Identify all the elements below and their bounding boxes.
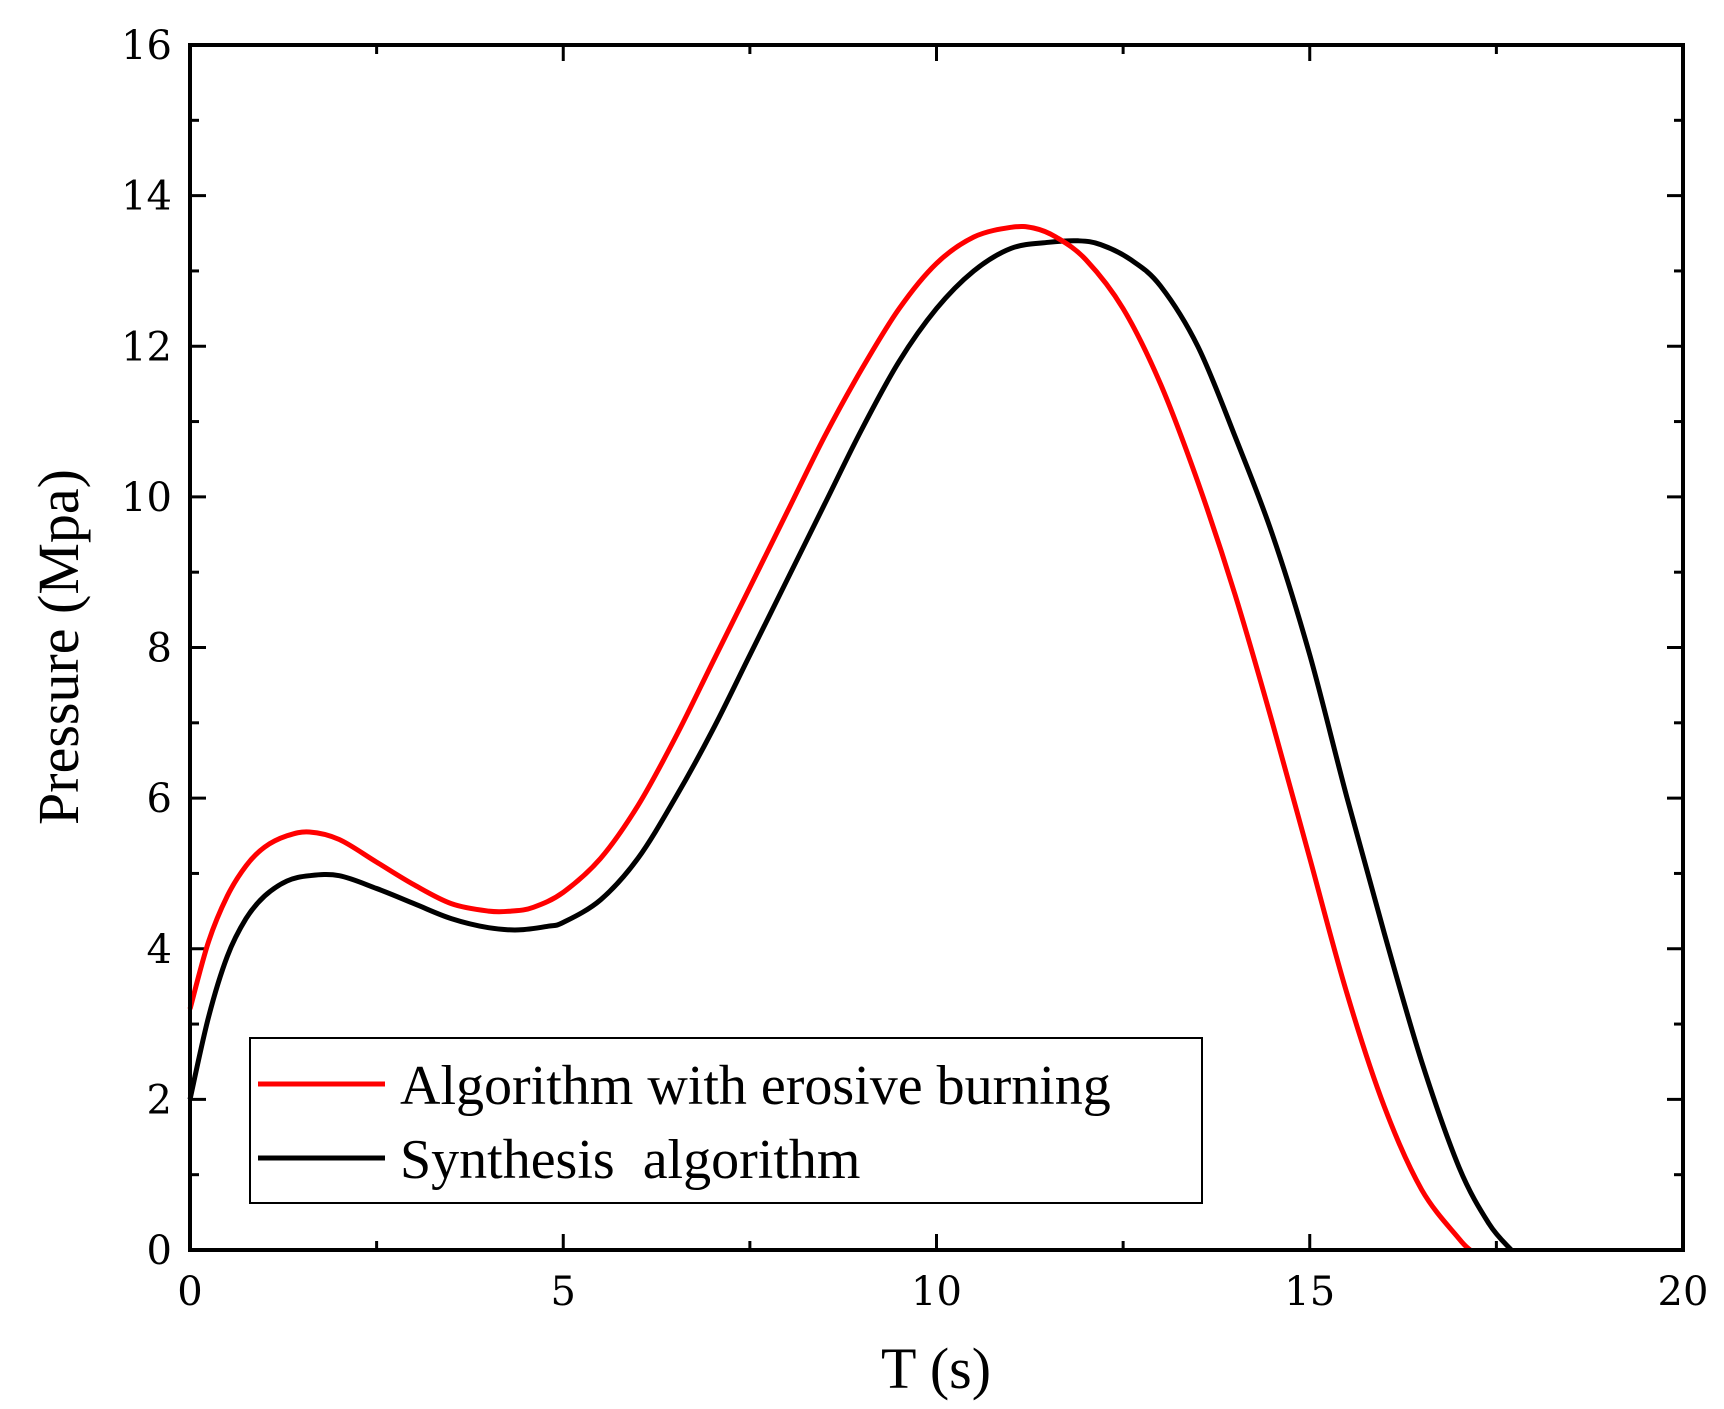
y-tick-label: 14 — [121, 174, 172, 220]
legend-label-synthesis: Synthesis algorithm — [400, 1129, 860, 1191]
y-axis-title: Pressure (Mpa) — [26, 469, 91, 825]
legend-label-erosive: Algorithm with erosive burning — [400, 1055, 1111, 1117]
y-tick-label: 16 — [121, 23, 172, 69]
y-tick-label: 2 — [147, 1077, 172, 1123]
y-tick-labels: 0 2 4 6 8 10 12 14 16 — [121, 23, 172, 1274]
x-tick-label: 10 — [911, 1269, 962, 1315]
legend: Algorithm with erosive burning Synthesis… — [249, 1037, 1203, 1204]
series-line-erosive — [187, 223, 1473, 1252]
series-line-synthesis — [187, 238, 1514, 1252]
x-tick-label: 5 — [551, 1269, 576, 1315]
y-tick-label: 6 — [147, 776, 172, 822]
y-tick-label: 8 — [147, 626, 172, 672]
x-axis-title: T (s) — [881, 1336, 991, 1401]
series-lines — [187, 223, 1514, 1252]
y-tick-label: 12 — [121, 324, 172, 370]
x-tick-label: 20 — [1658, 1269, 1709, 1315]
plot-frame — [188, 43, 1685, 1252]
x-tick-label: 15 — [1284, 1269, 1335, 1315]
y-tick-label: 4 — [147, 927, 172, 973]
x-tick-label: 0 — [177, 1269, 202, 1315]
x-tick-labels: 0 5 10 15 20 — [177, 1269, 1708, 1315]
y-tick-label: 0 — [147, 1228, 172, 1274]
y-tick-label: 10 — [121, 475, 172, 521]
legend-box — [249, 1037, 1203, 1204]
